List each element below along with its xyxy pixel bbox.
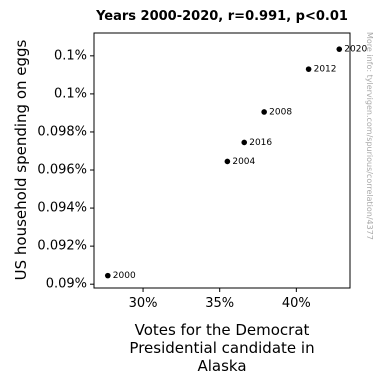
x-tick-label: 35%	[205, 296, 234, 311]
data-point-label: 2016	[249, 138, 272, 148]
y-tick-label: 0.096%	[37, 163, 87, 178]
y-tick-label: 0.1%	[54, 86, 87, 101]
y-tick-label: 0.098%	[37, 124, 87, 139]
data-point-label: 2020	[344, 45, 367, 55]
data-point	[261, 109, 267, 115]
plot-area	[93, 32, 351, 289]
data-point-label: 2008	[269, 107, 292, 117]
data-point	[241, 139, 248, 146]
data-point-label: 2012	[314, 65, 337, 75]
source-watermark: More info: tylervigen.com/spurious/corre…	[365, 32, 374, 240]
x-axis-label-line-1: Votes for the Democrat	[135, 321, 310, 339]
data-point-label: 2000	[113, 271, 136, 281]
chart-title: Years 2000-2020, r=0.991, p<0.01	[95, 9, 348, 24]
y-axis: 0.09% 0.092% 0.094% 0.096% 0.098% 0.1% 0.1%	[37, 48, 94, 292]
data-point	[336, 46, 343, 52]
y-tick-label: 0.1%	[54, 48, 87, 63]
y-tick-label: 0.094%	[37, 201, 87, 216]
data-point	[224, 158, 231, 165]
x-axis: 30% 35% 40%	[129, 288, 311, 311]
y-axis-label: US household spending on eggs	[12, 39, 30, 280]
data-point-label: 2004	[232, 157, 255, 167]
y-tick-label: 0.09%	[46, 277, 87, 292]
y-tick-label: 0.092%	[37, 239, 87, 254]
data-points: 2000 2004 2008 2012 2016 2020	[104, 45, 367, 281]
data-point	[104, 272, 111, 279]
x-axis-label-line-2: Presidential candidate in	[129, 339, 314, 357]
x-axis-label-line-3: Alaska	[197, 357, 246, 373]
x-tick-label: 30%	[129, 296, 158, 311]
x-tick-label: 40%	[282, 296, 311, 311]
data-point	[305, 66, 312, 72]
